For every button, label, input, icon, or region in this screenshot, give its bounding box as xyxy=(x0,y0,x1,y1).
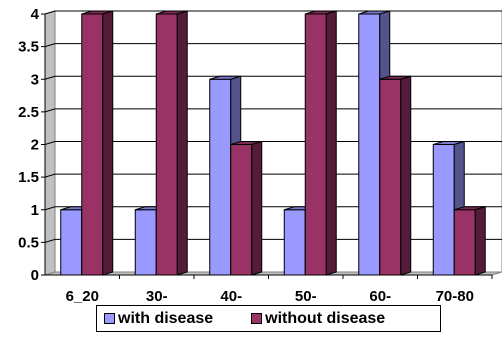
gridline xyxy=(44,10,502,15)
legend-swatch-without-disease xyxy=(251,313,263,324)
y-tick-label: 3 xyxy=(31,71,39,88)
gridline xyxy=(44,238,502,243)
gridline xyxy=(44,108,502,113)
gridline xyxy=(44,173,502,178)
x-axis: 6_20 30- 40- 50- 60- 70-80 xyxy=(45,274,493,305)
legend-label-without-disease: without disease xyxy=(265,309,386,327)
x-tick-label: 50- xyxy=(295,288,317,305)
bar-without-disease-3 xyxy=(304,10,337,276)
y-axis: 0 0.5 1 1.5 2 2.5 3 3.5 4 xyxy=(18,6,46,284)
x-tick-label: 40- xyxy=(220,288,242,305)
legend-item-with-disease: with disease xyxy=(104,310,213,328)
y-tick-label: 4 xyxy=(31,6,40,23)
y-tick-label: 0 xyxy=(31,267,39,284)
y-tick-label: 1.5 xyxy=(18,169,39,186)
bar-without-disease-0 xyxy=(81,10,114,276)
gridline xyxy=(44,43,502,48)
y-tick-label: 2 xyxy=(31,137,39,154)
legend: with disease without disease xyxy=(96,305,441,332)
legend-label-with-disease: with disease xyxy=(118,309,214,327)
x-tick-label: 30- xyxy=(146,288,168,305)
legend-swatch-with-disease xyxy=(104,313,115,324)
bars xyxy=(60,10,486,276)
bar-without-disease-5 xyxy=(453,206,486,276)
bar-without-disease-2 xyxy=(230,140,263,276)
gridline xyxy=(44,141,502,145)
x-tick-label: 70-80 xyxy=(436,288,474,305)
legend-item-without-disease: without disease xyxy=(251,310,385,328)
x-tick-label: 60- xyxy=(369,288,391,305)
bar-without-disease-4 xyxy=(379,75,412,276)
y-tick-label: 1 xyxy=(31,202,39,219)
bar-without-disease-1 xyxy=(155,10,188,276)
gridline xyxy=(44,75,502,80)
x-tick-label: 6_20 xyxy=(66,288,99,305)
y-tick-label: 3.5 xyxy=(18,39,39,56)
gridlines xyxy=(44,10,502,243)
gridline xyxy=(44,206,502,211)
y-tick-label: 0.5 xyxy=(18,234,39,251)
y-tick-label: 2.5 xyxy=(18,104,39,121)
